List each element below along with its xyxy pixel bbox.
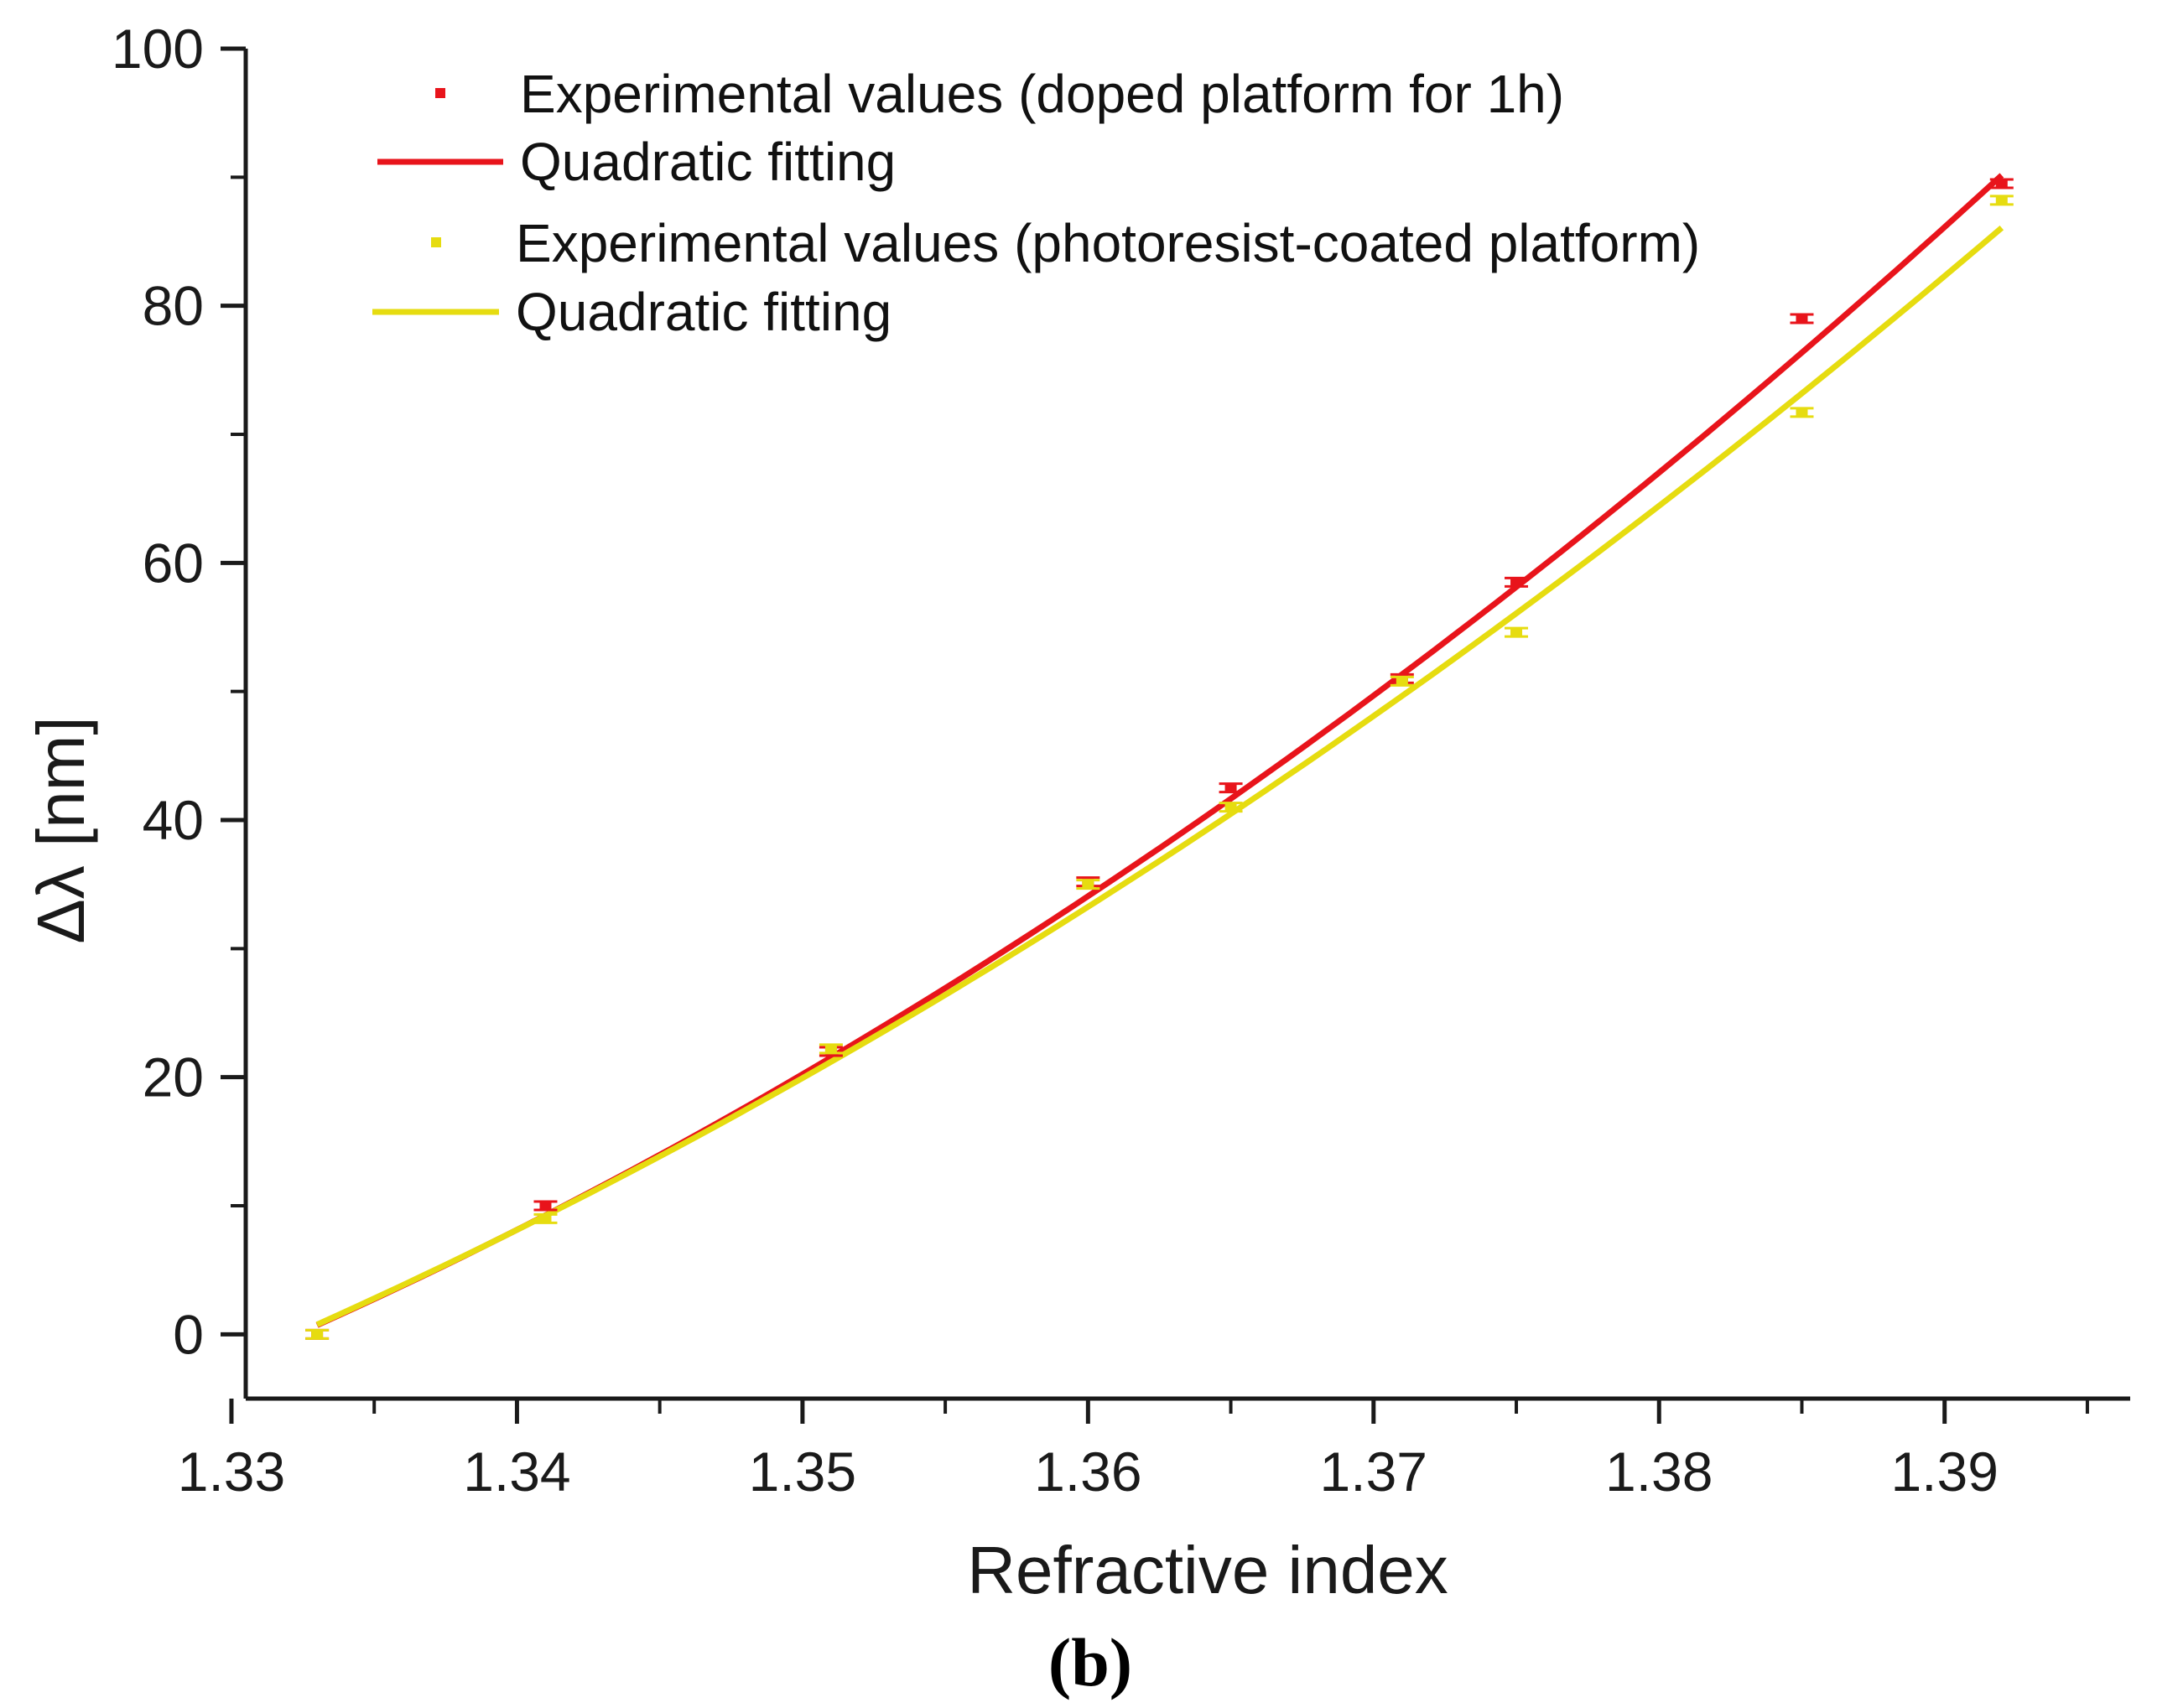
data-point xyxy=(1505,576,1529,588)
fit-line xyxy=(315,226,2004,1327)
point-marker xyxy=(1082,879,1094,890)
x-tick-label: 1.35 xyxy=(749,1441,856,1503)
data-point xyxy=(1505,626,1529,638)
data-point xyxy=(1790,407,1814,418)
data-point xyxy=(1219,802,1243,813)
data-point xyxy=(533,1200,558,1212)
x-tick-label: 1.34 xyxy=(463,1441,570,1503)
y-tick-label: 80 xyxy=(143,275,204,337)
point-marker xyxy=(1224,802,1237,812)
legend-label: Experimental values (doped platform for … xyxy=(520,64,1564,124)
point-marker xyxy=(1396,676,1408,687)
legend-entry: Quadratic fitting xyxy=(377,132,896,192)
data-point xyxy=(305,1328,330,1340)
y-axis-title: Δλ [nm] xyxy=(23,716,98,943)
data-point xyxy=(1790,313,1814,324)
data-point xyxy=(1390,675,1414,687)
legend-point-symbol xyxy=(435,88,445,98)
point-marker xyxy=(539,1213,552,1224)
point-marker xyxy=(1224,782,1237,793)
legend: Experimental values (doped platform for … xyxy=(372,64,1700,342)
point-marker xyxy=(1510,577,1523,588)
data-points xyxy=(305,178,2014,1340)
axes xyxy=(243,49,2130,1401)
data-point xyxy=(819,1043,843,1055)
y-tick-label: 40 xyxy=(143,789,204,851)
x-tick-label: 1.38 xyxy=(1605,1441,1713,1503)
ticks: 1.33 1.34 1.35 1.36 1.37 1.38 1.39 0 20 40 60 80 100 xyxy=(112,18,2089,1503)
y-tick-label: 20 xyxy=(143,1046,204,1108)
y-tick-label: 100 xyxy=(112,18,204,80)
point-marker xyxy=(1796,314,1808,324)
point-marker xyxy=(539,1201,552,1211)
point-marker xyxy=(1510,627,1523,638)
y-tick-label: 0 xyxy=(173,1303,204,1365)
point-marker xyxy=(311,1329,324,1340)
x-tick-label: 1.39 xyxy=(1890,1441,1998,1503)
legend-entry: Experimental values (photoresist-coated … xyxy=(431,213,1700,273)
x-axis-title: Refractive index xyxy=(967,1533,1448,1607)
legend-label: Experimental values (photoresist-coated … xyxy=(516,213,1700,273)
point-marker xyxy=(1995,195,2008,205)
legend-label: Quadratic fitting xyxy=(520,132,896,192)
legend-point-symbol xyxy=(431,237,441,247)
point-marker xyxy=(1995,179,2008,189)
x-tick-label: 1.33 xyxy=(178,1441,285,1503)
point-marker xyxy=(1796,407,1808,418)
legend-entry: Quadratic fitting xyxy=(372,282,891,342)
data-point xyxy=(1989,195,2014,206)
data-point xyxy=(533,1212,558,1224)
x-tick-label: 1.37 xyxy=(1320,1441,1427,1503)
fit-lines xyxy=(315,173,2004,1328)
x-tick-label: 1.36 xyxy=(1034,1441,1141,1503)
data-point xyxy=(1219,782,1243,794)
fit-line xyxy=(315,173,2004,1328)
point-marker xyxy=(824,1043,837,1054)
legend-entry: Experimental values (doped platform for … xyxy=(435,64,1564,124)
data-point xyxy=(1076,879,1100,890)
data-point xyxy=(1989,178,2014,189)
panel-label: (b) xyxy=(1048,1624,1132,1700)
legend-label: Quadratic fitting xyxy=(516,282,891,342)
y-tick-label: 60 xyxy=(143,532,204,594)
